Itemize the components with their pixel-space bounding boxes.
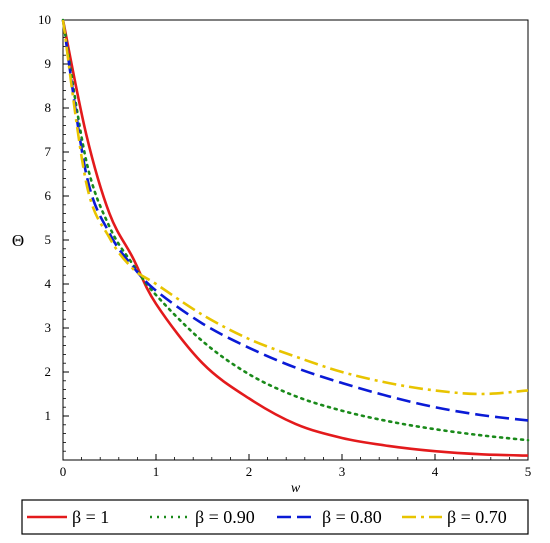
y-tick-label: 10 bbox=[38, 12, 51, 27]
x-tick-label: 5 bbox=[525, 464, 532, 479]
legend-box bbox=[21, 499, 529, 535]
y-tick-label: 5 bbox=[45, 232, 52, 247]
series-line-4 bbox=[61, 19, 529, 396]
x-tick-label: 2 bbox=[246, 464, 253, 479]
series-line-1 bbox=[61, 19, 529, 457]
series-line-2 bbox=[61, 18, 530, 442]
legend: β = 1 β = 0.90 β = 0.80 β = 0.70 bbox=[21, 499, 529, 535]
x-tick-label: 3 bbox=[339, 464, 346, 479]
x-axis-label: w bbox=[291, 481, 301, 496]
y-tick-label: 2 bbox=[45, 364, 52, 379]
y-tick-label: 7 bbox=[45, 144, 52, 159]
y-tick-label: 4 bbox=[45, 276, 52, 291]
plot-border bbox=[62, 19, 529, 461]
y-tick-label: 9 bbox=[45, 56, 52, 71]
plot-area bbox=[62, 19, 529, 461]
y-tick-label: 1 bbox=[45, 408, 52, 423]
y-tick-label: 3 bbox=[45, 320, 52, 335]
x-tick-label: 0 bbox=[60, 464, 67, 479]
y-axis-label: Θ bbox=[12, 231, 24, 250]
y-tick-label: 8 bbox=[45, 100, 52, 115]
x-tick-label: 1 bbox=[153, 464, 160, 479]
series-line-3 bbox=[61, 19, 529, 422]
legend-label-2: β = 0.90 bbox=[195, 507, 255, 527]
y-tick-label: 6 bbox=[45, 188, 52, 203]
x-tick-label: 4 bbox=[432, 464, 439, 479]
legend-label-1: β = 1 bbox=[72, 507, 109, 527]
legend-label-4: β = 0.70 bbox=[447, 507, 507, 527]
series-lines bbox=[61, 18, 530, 457]
axes: 0 1 2 3 4 5 1 2 3 4 5 6 7 8 9 10 bbox=[38, 12, 531, 479]
legend-label-3: β = 0.80 bbox=[322, 507, 382, 527]
